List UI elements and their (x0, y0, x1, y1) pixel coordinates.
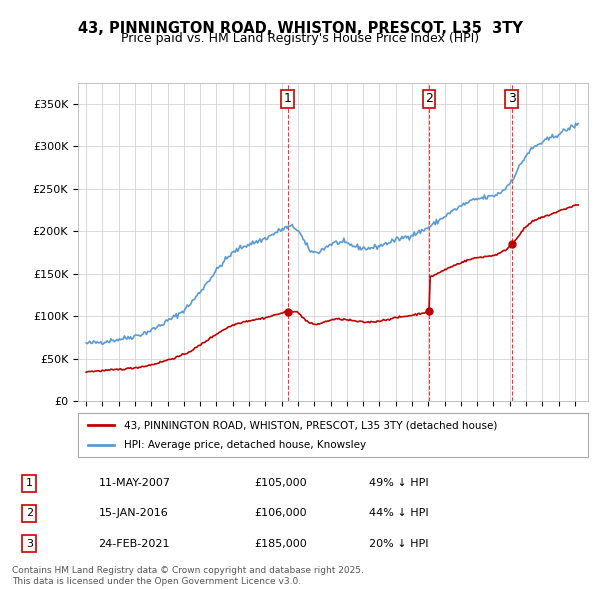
Text: 20% ↓ HPI: 20% ↓ HPI (369, 539, 428, 549)
Text: 49% ↓ HPI: 49% ↓ HPI (369, 478, 429, 489)
Text: 43, PINNINGTON ROAD, WHISTON, PRESCOT, L35 3TY (detached house): 43, PINNINGTON ROAD, WHISTON, PRESCOT, L… (124, 421, 497, 430)
Text: HPI: Average price, detached house, Knowsley: HPI: Average price, detached house, Know… (124, 440, 366, 450)
Text: 11-MAY-2007: 11-MAY-2007 (98, 478, 170, 489)
Text: 3: 3 (508, 92, 516, 105)
Text: £106,000: £106,000 (254, 509, 307, 519)
Text: 1: 1 (284, 92, 292, 105)
Text: 2: 2 (425, 92, 433, 105)
Text: £185,000: £185,000 (254, 539, 307, 549)
Text: Contains HM Land Registry data © Crown copyright and database right 2025.
This d: Contains HM Land Registry data © Crown c… (12, 566, 364, 586)
Text: 2: 2 (26, 509, 33, 519)
Text: Price paid vs. HM Land Registry's House Price Index (HPI): Price paid vs. HM Land Registry's House … (121, 32, 479, 45)
Text: 3: 3 (26, 539, 33, 549)
Text: 24-FEB-2021: 24-FEB-2021 (98, 539, 170, 549)
Text: £105,000: £105,000 (254, 478, 307, 489)
Text: 43, PINNINGTON ROAD, WHISTON, PRESCOT, L35  3TY: 43, PINNINGTON ROAD, WHISTON, PRESCOT, L… (77, 21, 523, 35)
Text: 44% ↓ HPI: 44% ↓ HPI (369, 509, 429, 519)
Text: 15-JAN-2016: 15-JAN-2016 (98, 509, 168, 519)
Text: 1: 1 (26, 478, 33, 489)
